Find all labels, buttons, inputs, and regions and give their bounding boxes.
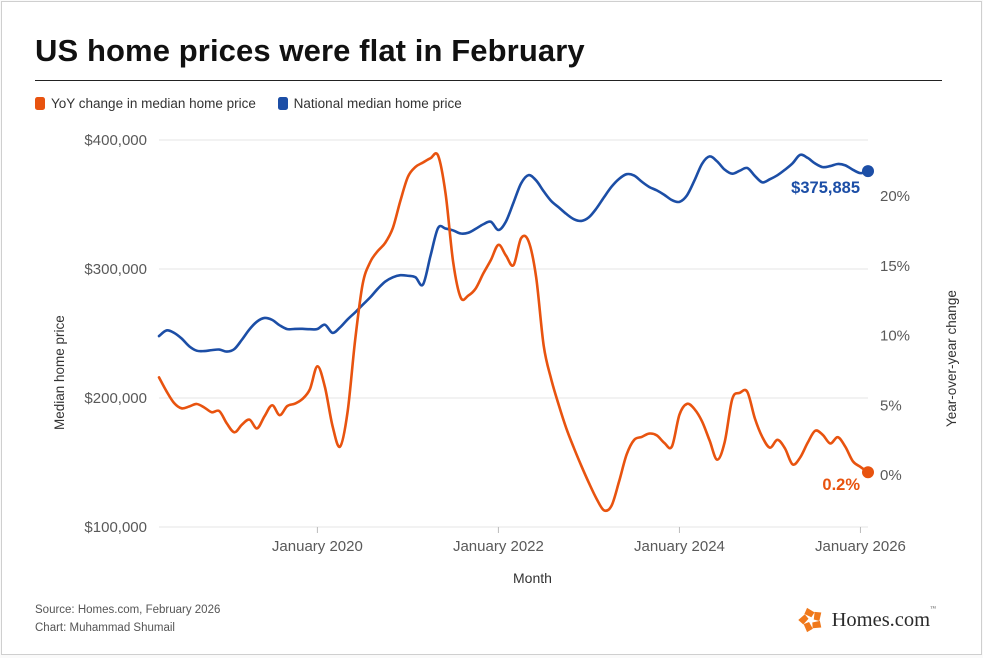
svg-text:January 2024: January 2024 <box>634 538 725 555</box>
svg-text:5%: 5% <box>880 397 902 414</box>
svg-text:$400,000: $400,000 <box>84 132 147 149</box>
svg-text:20%: 20% <box>880 188 910 205</box>
svg-text:$200,000: $200,000 <box>84 390 147 407</box>
svg-text:$100,000: $100,000 <box>84 519 147 536</box>
svg-text:$375,885: $375,885 <box>791 179 860 197</box>
svg-text:January 2026: January 2026 <box>815 538 906 555</box>
svg-text:15%: 15% <box>880 258 910 275</box>
svg-text:$300,000: $300,000 <box>84 261 147 278</box>
svg-text:0%: 0% <box>880 467 902 484</box>
svg-text:January 2020: January 2020 <box>272 538 363 555</box>
svg-text:10%: 10% <box>880 328 910 345</box>
svg-text:January 2022: January 2022 <box>453 538 544 555</box>
svg-text:0.2%: 0.2% <box>822 476 860 494</box>
